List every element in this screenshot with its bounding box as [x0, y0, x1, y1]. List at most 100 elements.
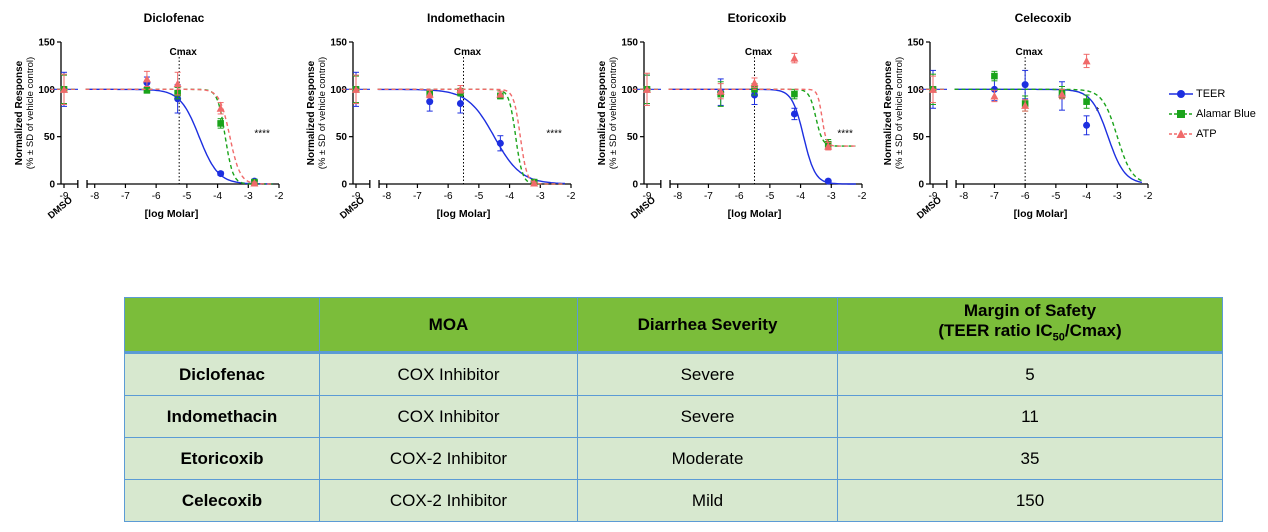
y-axis-label: Normalized Response: [306, 60, 317, 165]
table-row: Diclofenac COX Inhibitor Severe 5: [124, 352, 1223, 396]
x-tick-label: -9: [352, 191, 361, 202]
cmax-label: Cmax: [170, 47, 198, 58]
legend-label: ATP: [1196, 128, 1217, 140]
data-point-teer: [217, 170, 225, 178]
y-tick-label: 150: [38, 38, 55, 49]
header-mos-line2-post: /Cmax): [1064, 321, 1122, 341]
cell-drug: Diclofenac: [124, 352, 320, 396]
significance-annotation: ****: [546, 129, 562, 140]
data-point-atp: [352, 85, 360, 93]
x-axis-label: [log Molar]: [145, 208, 199, 220]
x-tick-label: -9: [929, 191, 938, 202]
data-point-alamar-blue: [1083, 98, 1090, 105]
table-row: Celecoxib COX-2 Inhibitor Mild 150: [124, 479, 1223, 522]
chart-legend: TEER Alamar Blue ATP: [1168, 84, 1264, 144]
legend-teer-swatch: [1169, 90, 1193, 98]
header-drug: [124, 297, 320, 354]
data-point-alamar-blue: [991, 72, 998, 80]
data-point-atp: [790, 54, 799, 62]
data-point-alamar-blue: [217, 120, 224, 127]
x-tick-label: -3: [1113, 191, 1122, 202]
cell-severity: Severe: [577, 395, 838, 438]
x-tick-label: -3: [536, 191, 545, 202]
data-point-atp: [216, 104, 225, 112]
x-tick-label: -8: [959, 191, 968, 202]
data-point-atp: [750, 78, 759, 87]
data-point-atp: [496, 90, 505, 98]
data-point-teer: [990, 85, 998, 93]
x-tick-label: -6: [735, 191, 744, 202]
x-tick-label: -6: [444, 191, 453, 202]
cell-severity: Moderate: [577, 437, 838, 480]
x-tick-label: -7: [990, 191, 999, 202]
header-mos-subscript: 50: [1052, 331, 1065, 344]
y-tick-label: 150: [621, 38, 638, 49]
data-point-atp: [142, 74, 151, 83]
data-point-teer: [426, 98, 434, 106]
chart-title: Indomethacin: [427, 11, 505, 25]
legend-item-teer: TEER: [1168, 84, 1264, 104]
data-point-atp: [643, 85, 651, 93]
chart-title: Diclofenac: [144, 11, 205, 25]
data-point-atp: [824, 142, 833, 150]
cell-drug: Celecoxib: [124, 479, 320, 522]
y-tick-label: 0: [632, 180, 638, 191]
header-moa: MOA: [319, 297, 578, 354]
x-tick-label: -7: [413, 191, 422, 202]
cell-moa: COX-2 Inhibitor: [319, 479, 578, 522]
cmax-label: Cmax: [745, 47, 773, 58]
fit-curve-alamar-blue: [668, 88, 856, 147]
fit-curve-atp: [85, 88, 273, 185]
x-tick-label: -5: [765, 191, 774, 202]
x-tick-label: -2: [1144, 191, 1153, 202]
cell-margin: 150: [837, 479, 1223, 522]
x-tick-label: -2: [275, 191, 284, 202]
data-point-atp: [530, 179, 539, 187]
legend-label: Alamar Blue: [1196, 108, 1256, 120]
legend-atp-swatch: [1169, 129, 1193, 138]
x-tick-label: -6: [152, 191, 161, 202]
data-point-atp: [456, 85, 465, 93]
y-axis-sublabel: (% ± SD of vehicle control): [317, 57, 328, 169]
data-point-teer: [456, 100, 464, 108]
legend-item-alamar-blue: Alamar Blue: [1168, 104, 1264, 124]
fit-curve-alamar-blue: [954, 88, 1143, 182]
table-row: Etoricoxib COX-2 Inhibitor Moderate 35: [124, 437, 1223, 480]
data-point-atp: [60, 85, 68, 93]
chart-title: Celecoxib: [1015, 11, 1072, 25]
cell-moa: COX Inhibitor: [319, 395, 578, 438]
fit-curve-teer: [377, 88, 565, 185]
y-axis-label: Normalized Response: [14, 60, 25, 165]
y-axis-label: Normalized Response: [597, 60, 608, 165]
header-diarrhea-severity: Diarrhea Severity: [577, 297, 838, 354]
legend-label: TEER: [1196, 88, 1226, 100]
x-tick-label: -2: [567, 191, 576, 202]
y-tick-label: 100: [621, 85, 638, 96]
x-tick-label: -4: [1082, 191, 1091, 202]
data-point-atp: [990, 91, 999, 100]
chart-title: Etoricoxib: [728, 11, 787, 25]
y-tick-label: 50: [627, 132, 639, 143]
y-tick-label: 150: [907, 38, 924, 49]
data-point-teer: [824, 177, 832, 185]
x-tick-label: -8: [673, 191, 682, 202]
y-axis-sublabel: (% ± SD of vehicle control): [25, 57, 36, 169]
y-tick-label: 0: [341, 180, 347, 191]
y-axis-sublabel: (% ± SD of vehicle control): [608, 57, 619, 169]
x-tick-label: -4: [796, 191, 805, 202]
fit-curve-atp: [668, 88, 856, 147]
cell-moa: COX-2 Inhibitor: [319, 437, 578, 480]
data-point-atp: [425, 90, 434, 98]
x-tick-label: -3: [244, 191, 253, 202]
x-axis-label: [log Molar]: [728, 208, 782, 220]
cell-drug: Etoricoxib: [124, 437, 320, 480]
data-point-atp: [1082, 56, 1091, 65]
x-tick-label: -5: [1051, 191, 1060, 202]
x-tick-label: -4: [505, 191, 514, 202]
data-point-atp: [1021, 101, 1030, 109]
y-tick-label: 0: [918, 180, 924, 191]
data-point-alamar-blue: [791, 90, 798, 98]
table-row: Indomethacin COX Inhibitor Severe 11: [124, 395, 1223, 438]
cell-moa: COX Inhibitor: [319, 352, 578, 396]
x-tick-label: -9: [60, 191, 69, 202]
